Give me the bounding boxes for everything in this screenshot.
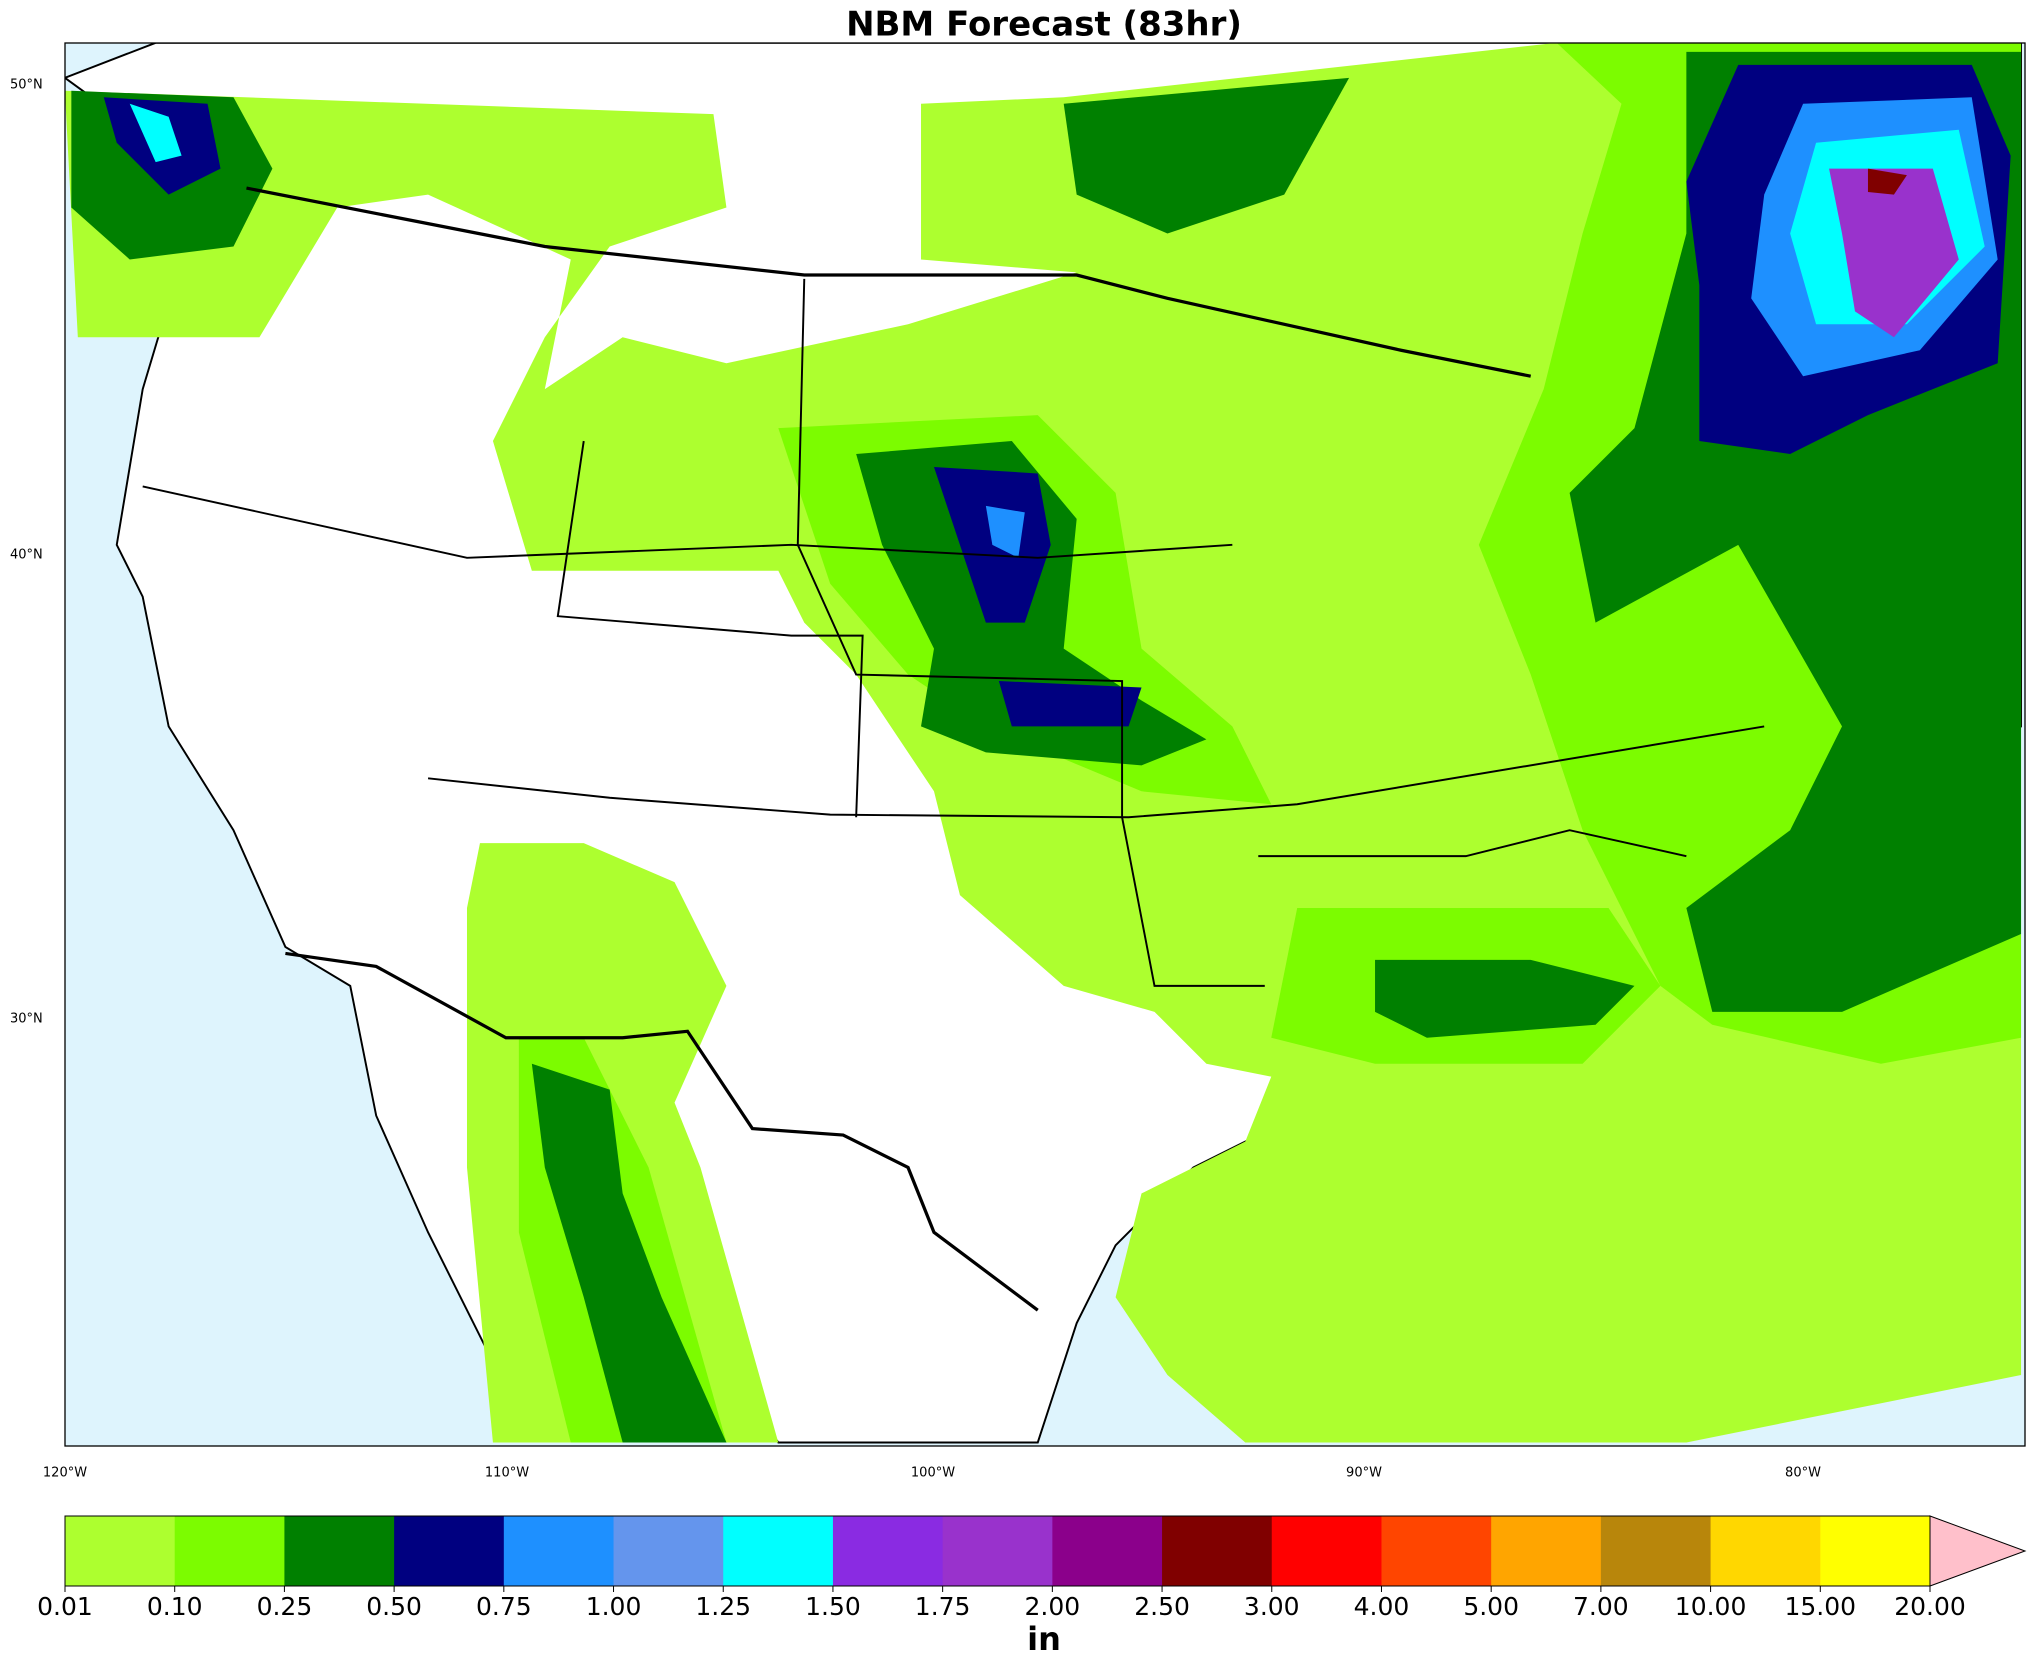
- colorbar-tick-label: 2.50: [1134, 1592, 1190, 1621]
- colorbar-tick-label: 0.01: [37, 1592, 93, 1621]
- colorbar-tick-label: 1.75: [915, 1592, 971, 1621]
- colorbar-segment: [1710, 1516, 1821, 1586]
- colorbar-segment: [1271, 1516, 1382, 1586]
- colorbar-segment: [394, 1516, 505, 1586]
- lat-label: 30°N: [10, 1012, 43, 1027]
- lat-labels: 50°N 40°N 30°N: [10, 78, 43, 1027]
- colorbar-tick-label: 0.50: [366, 1592, 422, 1621]
- map-title: NBM Forecast (83hr): [846, 5, 1242, 45]
- colorbar-segment: [1491, 1516, 1602, 1586]
- precip: [65, 43, 2022, 1443]
- colorbar-segment: [284, 1516, 395, 1586]
- colorbar-tick-label: 20.00: [1894, 1592, 1966, 1621]
- lon-label: 90°W: [1346, 1466, 1382, 1481]
- colorbar-segment: [174, 1516, 285, 1586]
- lon-label: 80°W: [1785, 1466, 1821, 1481]
- colorbar-segment: [1820, 1516, 1931, 1586]
- colorbar-tick-label: 10.00: [1675, 1592, 1747, 1621]
- colorbar-tick-label: 1.50: [805, 1592, 861, 1621]
- colorbar-tick-label: 0.10: [147, 1592, 203, 1621]
- colorbar-segment: [942, 1516, 1053, 1586]
- colorbar-segment: [1381, 1516, 1492, 1586]
- colorbar-tick-label: 1.25: [695, 1592, 751, 1621]
- colorbar-frame: [64, 1515, 1931, 1587]
- colorbar-extend: [1929, 1515, 2027, 1587]
- lon-labels: 120°W 110°W 100°W 90°W 80°W: [43, 1466, 1821, 1481]
- colorbar-segment: [1600, 1516, 1712, 1586]
- lon-label: 120°W: [43, 1466, 87, 1481]
- colorbar-unit: in: [1027, 1620, 1061, 1658]
- colorbar-tick-label: 2.00: [1025, 1592, 1081, 1621]
- lat-label: 40°N: [10, 548, 43, 563]
- colorbar-tick-label: 7.00: [1573, 1592, 1629, 1621]
- colorbar-segment: [613, 1516, 724, 1586]
- colorbar-segment: [65, 1516, 176, 1586]
- map-frame: [64, 42, 2026, 1447]
- colorbar-tick-label: 4.00: [1354, 1592, 1410, 1621]
- colorbar-segment: [503, 1516, 615, 1586]
- colorbar-segment: [832, 1516, 944, 1586]
- colorbar-tick-label: 1.00: [586, 1592, 642, 1621]
- lon-label: 110°W: [485, 1466, 529, 1481]
- lon-label: 100°W: [911, 1466, 955, 1481]
- colorbar-tick-label: 3.00: [1244, 1592, 1300, 1621]
- colorbar-tick-label: 15.00: [1785, 1592, 1857, 1621]
- colorbar-tick-label: 5.00: [1463, 1592, 1519, 1621]
- colorbar-segment: [1162, 1516, 1273, 1586]
- colorbar-tick-label: 0.25: [257, 1592, 313, 1621]
- borders: [142, 186, 1765, 1312]
- colorbar: 0.01 0.10 0.25 0.50 0.75 1.00 1.25 1.50 1.75 2.00…: [37, 1515, 2027, 1621]
- lat-label: 50°N: [10, 78, 43, 93]
- map: [65, 43, 2025, 1446]
- colorbar-segment: [1052, 1516, 1163, 1586]
- colorbar-segment: [723, 1516, 834, 1586]
- colorbar-tick-label: 0.75: [476, 1592, 532, 1621]
